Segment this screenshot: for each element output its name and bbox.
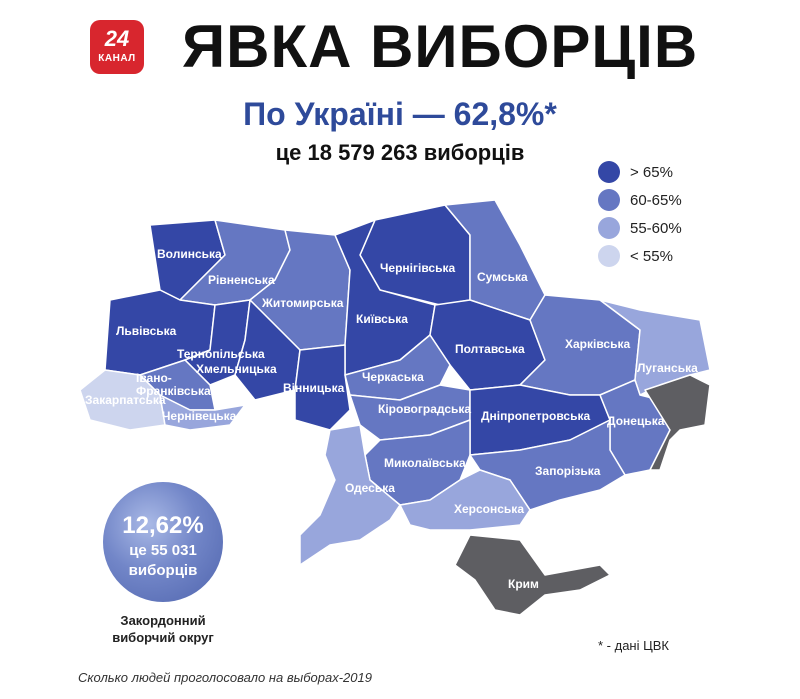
national-voters-count: це 18 579 263 виборців	[275, 140, 525, 165]
region-label: Київська	[356, 312, 408, 326]
region-label: Полтавська	[455, 342, 525, 356]
region-label: Рівненська	[208, 273, 275, 287]
region-label: Херсонська	[454, 502, 524, 516]
logo-number: 24	[104, 26, 130, 51]
region-label: Івано-	[136, 371, 172, 385]
legend-label: 55-60%	[630, 219, 682, 237]
region-label: Хмельницька	[196, 362, 277, 376]
legend-item: 55-60%	[598, 214, 682, 242]
legend-swatch	[598, 217, 620, 239]
abroad-voters-word: виборців	[128, 562, 198, 579]
legend-label: < 55%	[630, 247, 673, 265]
region-label: Тернопільська	[177, 347, 265, 361]
region-vinnytska	[294, 344, 351, 431]
legend-swatch	[598, 161, 620, 183]
channel-24-logo: 24 КАНАЛ	[90, 20, 144, 74]
region-label: Крим	[508, 577, 539, 591]
source-note: * - дані ЦВК	[598, 638, 669, 653]
region-label: Франківська	[136, 384, 211, 398]
region-khersonska	[399, 469, 531, 531]
region-label: Дніпропетровська	[481, 409, 590, 423]
region-label: Житомирська	[261, 296, 344, 310]
legend-swatch	[598, 189, 620, 211]
abroad-voters-line: це 55 031	[129, 542, 197, 559]
region-label: Запорізька	[535, 464, 601, 478]
region-label: Сумська	[477, 270, 528, 284]
region-label: Чернівецька	[162, 409, 237, 423]
legend-item: 60-65%	[598, 186, 682, 214]
region-label: Донецька	[607, 414, 665, 428]
image-caption: Сколько людей проголосовало на выборах-2…	[78, 670, 372, 685]
region-label: Закарпатська	[85, 393, 166, 407]
logo-text: КАНАЛ	[98, 53, 136, 64]
region-khmelnytska	[234, 299, 301, 401]
region-labels: Волинська Рівненська Житомирська Чернігівсь…	[85, 247, 698, 591]
national-turnout: По Україні — 62,8%*	[243, 96, 557, 132]
region-label: Львівська	[116, 324, 177, 338]
abroad-caption-line1: Закордонний	[120, 613, 206, 628]
abroad-percent: 12,62%	[122, 512, 204, 539]
legend-swatch	[598, 245, 620, 267]
region-chernivetska	[159, 394, 246, 431]
region-label: Одеська	[345, 481, 395, 495]
abroad-caption-line2: виборчий округ	[112, 630, 214, 645]
region-krym	[454, 534, 611, 616]
region-label: Вінницька	[283, 381, 345, 395]
legend-label: > 65%	[630, 163, 673, 181]
legend: > 65% 60-65% 55-60% < 55%	[598, 158, 682, 270]
region-odeska	[299, 424, 401, 566]
region-label: Миколаївська	[384, 456, 466, 470]
legend-item: < 55%	[598, 242, 682, 270]
region-label: Кіровоградська	[378, 402, 471, 416]
abroad-globe: 12,62% це 55 031 виборців	[103, 482, 223, 602]
region-label: Харківська	[565, 337, 630, 351]
legend-item: > 65%	[598, 158, 682, 186]
page-title: ЯВКА ВИБОРЦІВ	[182, 13, 699, 80]
region-label: Луганська	[637, 361, 698, 375]
region-label: Черкаська	[362, 370, 424, 384]
legend-label: 60-65%	[630, 191, 682, 209]
region-label: Чернігівська	[380, 261, 455, 275]
region-label: Волинська	[157, 247, 222, 261]
abroad-caption: Закордонний виборчий округ	[83, 612, 243, 646]
region-donetska-occupied	[644, 374, 711, 471]
